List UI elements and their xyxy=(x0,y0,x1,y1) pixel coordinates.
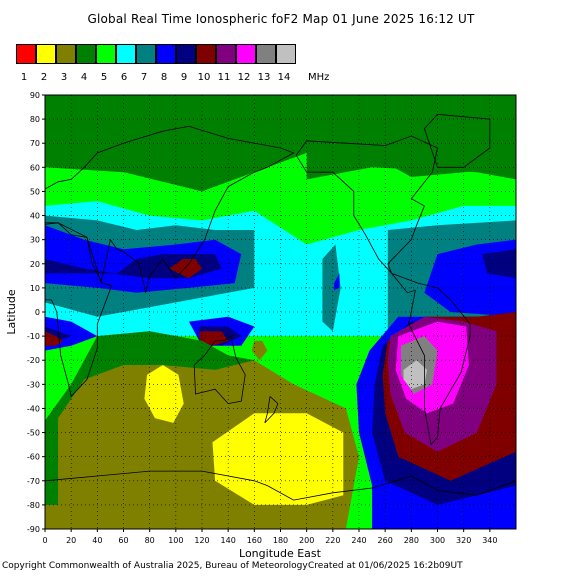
x-tick-20: 20 xyxy=(66,536,76,545)
x-tick-240: 240 xyxy=(351,536,366,545)
y-tick-80: 80 xyxy=(30,115,40,124)
x-tick-200: 200 xyxy=(299,536,314,545)
contour-region-30 xyxy=(334,273,340,291)
y-axis-title: Latitude xyxy=(5,289,18,335)
y-tick-20: 20 xyxy=(30,260,40,269)
contour-region-17 xyxy=(199,331,229,346)
legend-swatch-3 xyxy=(56,44,76,64)
legend-swatch-11 xyxy=(216,44,236,64)
x-tick-300: 300 xyxy=(430,536,445,545)
x-tick-260: 260 xyxy=(378,536,393,545)
x-tick-340: 340 xyxy=(482,536,497,545)
legend-swatch-10 xyxy=(196,44,216,64)
y-tick--80: -80 xyxy=(27,501,40,510)
legend-label-12: 12 xyxy=(237,72,251,83)
footer-copyright: Copyright Commonwealth of Australia 2025… xyxy=(2,561,308,571)
legend-label-3: 3 xyxy=(60,72,68,83)
legend-label-7: 7 xyxy=(140,72,148,83)
x-tick-120: 120 xyxy=(194,536,209,545)
legend-label-2: 2 xyxy=(40,72,48,83)
contour-region-6 xyxy=(322,244,341,332)
y-tick-40: 40 xyxy=(30,212,40,221)
legend-unit: MHz xyxy=(308,72,330,83)
legend-swatch-8 xyxy=(156,44,176,64)
contour-region-21 xyxy=(212,413,344,505)
legend-swatch-1 xyxy=(16,44,36,64)
legend-swatch-7 xyxy=(136,44,156,64)
x-tick-220: 220 xyxy=(325,536,340,545)
y-tick--90: -90 xyxy=(27,525,40,534)
y-tick--60: -60 xyxy=(27,453,40,462)
legend-label-6: 6 xyxy=(120,72,128,83)
x-tick-60: 60 xyxy=(118,536,128,545)
y-tick-90: 90 xyxy=(30,91,40,100)
legend-swatch-14 xyxy=(276,44,296,64)
y-tick--10: -10 xyxy=(27,332,40,341)
legend-swatch-12 xyxy=(236,44,256,64)
legend-label-11: 11 xyxy=(217,72,231,83)
y-tick-10: 10 xyxy=(30,284,40,293)
contour-region-14 xyxy=(45,331,64,346)
coastline-5 xyxy=(264,396,279,424)
y-axis-ticks: 90 80 70 60 50 40 30 20 10 0 -10 -20 -30 -40 -50 -60 -70… xyxy=(27,91,45,534)
x-tick-80: 80 xyxy=(145,536,155,545)
legend-label-1: 1 xyxy=(20,72,28,83)
x-tick-100: 100 xyxy=(168,536,183,545)
contour-region-2 xyxy=(306,95,516,180)
x-tick-0: 0 xyxy=(42,536,47,545)
legend-label-9: 9 xyxy=(180,72,188,83)
y-tick--40: -40 xyxy=(27,404,40,413)
x-tick-280: 280 xyxy=(404,536,419,545)
y-tick-70: 70 xyxy=(30,139,40,148)
legend-label-4: 4 xyxy=(80,72,88,83)
x-tick-160: 160 xyxy=(247,536,262,545)
x-axis-ticks: 0 20 40 60 80 100 120 140 160 180 200 220 240 260 280 3… xyxy=(42,529,497,545)
legend-swatch-2 xyxy=(36,44,56,64)
legend-label-5: 5 xyxy=(100,72,108,83)
x-tick-180: 180 xyxy=(273,536,288,545)
legend-swatch-6 xyxy=(116,44,136,64)
x-tick-320: 320 xyxy=(456,536,471,545)
contour-region-10 xyxy=(482,249,516,279)
grid xyxy=(45,95,516,529)
x-tick-140: 140 xyxy=(221,536,236,545)
legend-swatch-13 xyxy=(256,44,276,64)
legend-swatch-9 xyxy=(176,44,196,64)
legend-label-13: 13 xyxy=(257,72,271,83)
coastline-3 xyxy=(295,135,471,446)
coastline-2 xyxy=(193,335,246,405)
y-tick-50: 50 xyxy=(30,187,40,196)
y-tick--70: -70 xyxy=(27,477,40,486)
x-axis-title: Longitude East xyxy=(239,547,322,560)
y-tick-0: 0 xyxy=(35,308,40,317)
contour-region-22 xyxy=(251,340,268,361)
contour-region-29 xyxy=(403,360,427,390)
chart-title: Global Real Time Ionospheric foF2 Map 01… xyxy=(87,12,475,26)
legend-swatch-5 xyxy=(96,44,116,64)
y-tick-60: 60 xyxy=(30,163,40,172)
y-tick--30: -30 xyxy=(27,380,40,389)
x-tick-40: 40 xyxy=(92,536,102,545)
footer-created: Created at 01/06/2025 16:2b09UT xyxy=(308,561,463,571)
legend-swatch-4 xyxy=(76,44,96,64)
coastline-1 xyxy=(45,222,113,398)
legend-label-14: 14 xyxy=(277,72,291,83)
y-tick-30: 30 xyxy=(30,236,40,245)
y-tick--20: -20 xyxy=(27,356,40,365)
legend-label-8: 8 xyxy=(160,72,168,83)
legend-label-10: 10 xyxy=(197,72,211,83)
coastline-0 xyxy=(45,125,295,293)
y-tick--50: -50 xyxy=(27,429,40,438)
